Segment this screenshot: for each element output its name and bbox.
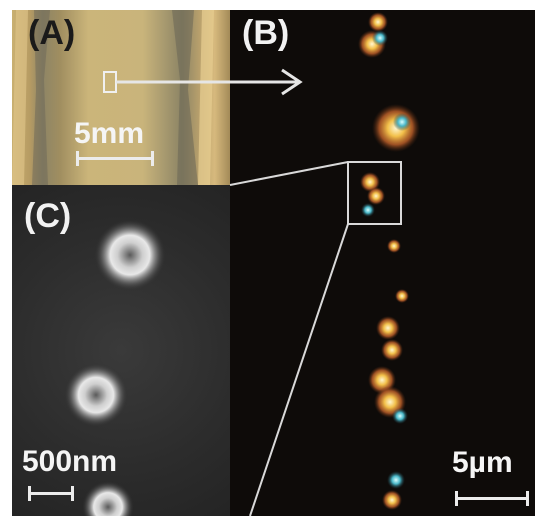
panel-label-c: (C) (24, 197, 72, 235)
scale-bar-c (28, 486, 74, 501)
bright-edge-left (12, 10, 28, 185)
panel-c-rings (64, 219, 166, 516)
dark-strip-left (32, 10, 50, 185)
ring-emitter-bottom (82, 481, 134, 516)
scale-label-c: 500nm (22, 445, 118, 478)
panel-a-texture (12, 10, 214, 185)
dark-strip-right (172, 10, 198, 185)
scale-label-a: 5mm (74, 117, 145, 150)
panel-b-fluorescence: (B) 5µm (230, 10, 535, 516)
panel-b-emitters (347, 12, 420, 510)
zoom-box-b (347, 161, 402, 225)
panel-label-b: (B) (242, 14, 290, 52)
ring-emitter-middle (64, 363, 128, 427)
emitter-chain (358, 12, 420, 510)
scale-label-b: 5µm (452, 446, 513, 479)
panel-a-photo: (A) 5mm (12, 10, 230, 185)
zoom-line-top (229, 161, 349, 186)
arrow-head (281, 68, 303, 96)
zoom-line-bottom (249, 223, 349, 516)
panel-c-zoom: (C) 500nm (12, 185, 230, 516)
bright-edge-right (198, 10, 214, 185)
ring-emitter-top (94, 219, 166, 291)
scale-bar-b (455, 491, 529, 506)
scale-bar-a (76, 151, 154, 166)
panel-label-a: (A) (28, 14, 76, 52)
